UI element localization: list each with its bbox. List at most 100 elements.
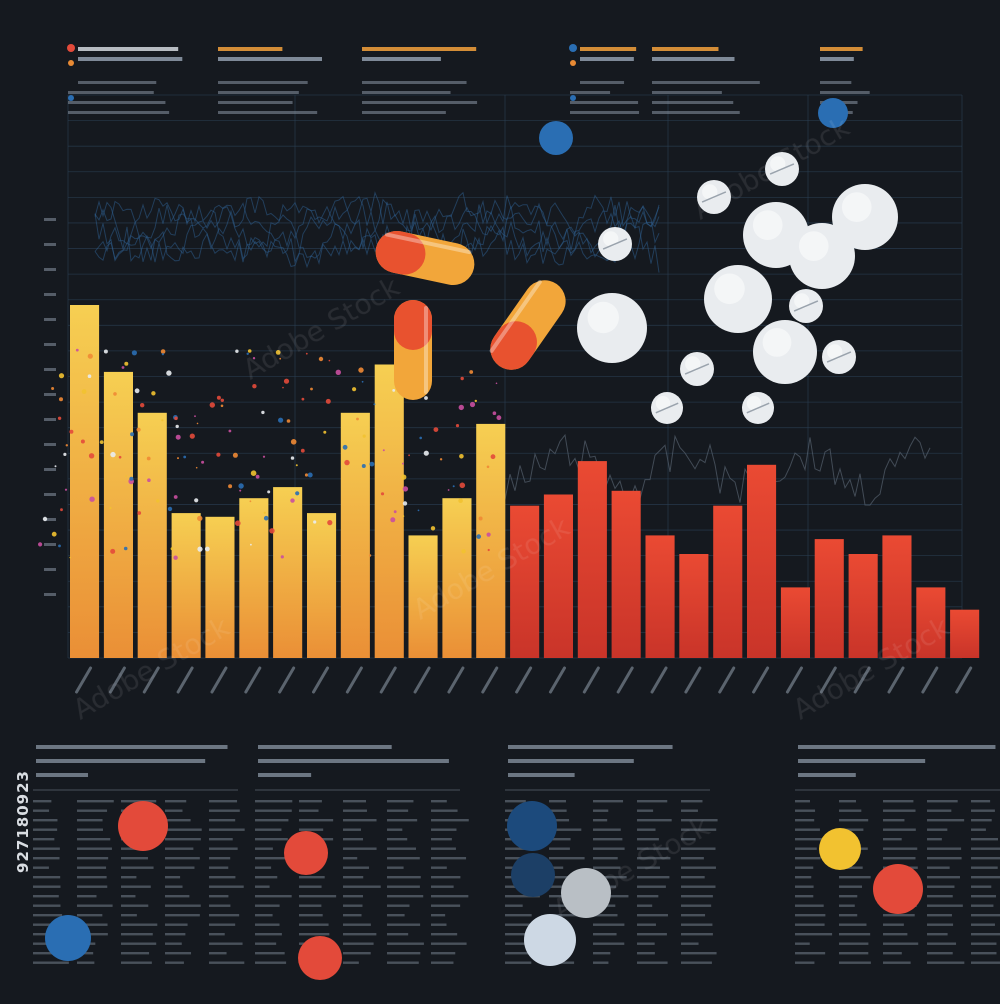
confetti-dot [282,386,284,389]
bar [340,412,370,658]
panel-table-cell [77,847,112,850]
confetti-dot [197,546,203,552]
panel-table-cell [33,838,55,841]
confetti-dot [99,440,104,444]
panel-table-cell [121,914,137,917]
panel-table-cell [431,828,457,831]
panel-table-cell [77,895,97,898]
confetti-dot [469,401,476,408]
y-tick-label [44,368,56,371]
panel-table-cell [209,828,245,831]
confetti-dot [476,534,482,539]
panel-table-cell [255,952,285,955]
legend-swatch [68,95,74,101]
panel-table-cell [431,876,461,879]
panel-table-cell [431,961,454,964]
confetti-dot [166,370,172,376]
panel-table-cell [681,952,717,955]
waveform-line [94,191,660,273]
bar [848,554,878,658]
confetti-dot [54,465,57,468]
panel-table-cell [505,933,528,936]
panel-table-cell [33,800,52,803]
x-tick-label [142,666,160,694]
bar [70,305,100,658]
panel-heading-text [508,745,673,749]
confetti-dot [175,434,181,440]
confetti-dot [361,380,364,383]
panel-table-cell [681,942,699,945]
panel-table-cell [839,961,871,964]
panel-dot [45,915,91,961]
confetti-dot [279,357,282,360]
tablet-score [826,351,852,363]
panel-table-cell [165,904,201,907]
confetti-dot [235,349,239,353]
confetti-dot [109,506,112,510]
panel-table-cell [883,847,918,850]
capsule-half [490,321,537,370]
panel-table-cell [77,961,95,964]
x-tick-label [413,666,431,694]
legend-text [218,111,318,114]
confetti-dot [402,462,404,465]
panel-table-cell [505,923,539,926]
panel-table-cell [343,885,381,888]
confetti-dot [124,361,129,366]
y-tick-label [44,293,56,296]
confetti-dot [201,460,205,464]
panel-table-cell [121,876,137,879]
confetti-dot [38,542,43,547]
panel-table-cell [971,838,999,841]
x-tick-label [244,666,262,694]
panel-table-cell [839,876,871,879]
bar [239,498,269,658]
confetti-dot [496,415,502,421]
legend-text [580,57,634,61]
confetti-dot [64,488,68,491]
panel-table-cell [299,885,322,888]
panel-table-cell [971,809,995,812]
panel-table-cell [255,857,290,860]
panel-table-cell [343,942,374,945]
confetti-dot [417,509,420,512]
panel-table-cell [795,961,815,964]
panel-table-cell [209,961,245,964]
panel-table-cell [121,933,153,936]
bar [273,487,303,658]
y-tick-label [44,543,56,546]
panel-table-cell [387,876,421,879]
panel-table-cell [971,961,1000,964]
tablet-shine [587,301,619,334]
panel-table-cell [343,876,364,879]
tablet-shine [841,192,872,222]
x-tick-label [684,666,702,694]
panel-table-cell [549,914,587,917]
panel-table-cell [637,952,655,955]
confetti-dot [42,516,48,522]
panel-table-cell [593,819,608,822]
panel-table-cell [431,800,447,803]
tablet-score [769,163,795,175]
confetti-dot [275,350,281,355]
confetti-dot [295,464,298,467]
panel-table-cell [681,914,706,917]
panel-heading-text [36,745,228,749]
confetti-dot [103,349,108,354]
confetti-dot [125,475,127,477]
panel-table-cell [681,904,712,907]
panel-table-cell [209,942,243,945]
panel-table-cell [255,809,292,812]
confetti-dot [250,543,252,546]
tablet-score [793,300,819,312]
tablet-shine [770,156,786,172]
panel-table-cell [681,847,716,850]
panel-table-cell [431,819,469,822]
confetti-dot [352,387,357,392]
confetti-dot [160,349,166,354]
panel-table-cell [165,885,183,888]
panel-table-cell [549,876,577,879]
panel-table-cell [883,857,916,860]
panel-table-cell [387,952,421,955]
panel-table-cell [971,904,994,907]
